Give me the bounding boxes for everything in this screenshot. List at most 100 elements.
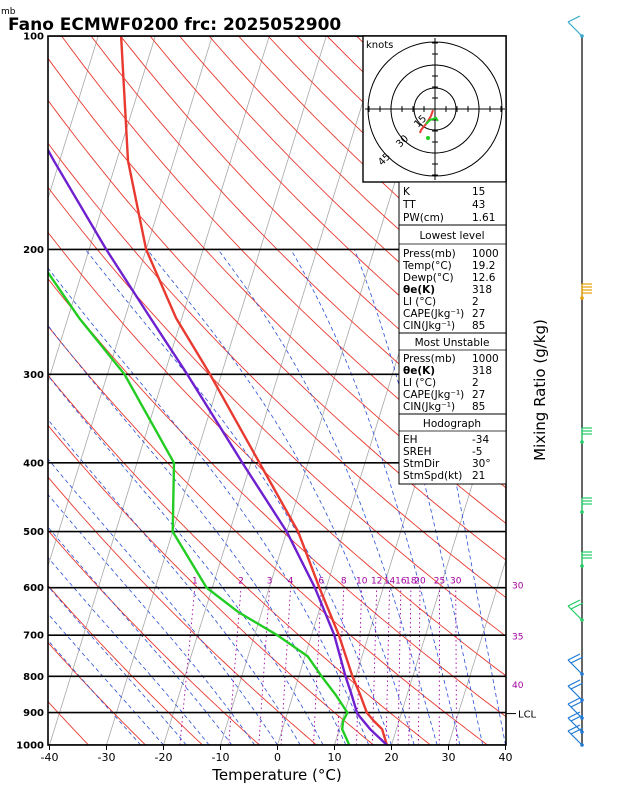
isotherm (49, 36, 270, 745)
dry-adiabat (48, 231, 506, 677)
hodograph-trace-mid (425, 116, 439, 125)
mu-li-value: 2 (472, 377, 479, 389)
dry-adiabat (48, 584, 203, 745)
mixing-ratio-line (397, 587, 402, 745)
isotherm (448, 558, 506, 745)
ll-cin-value: 85 (472, 320, 485, 332)
stmdir-label: StmDir (403, 458, 440, 470)
tt-value: 43 (472, 199, 485, 211)
ll-theta-label: θe(K) (403, 284, 435, 296)
isotherm (48, 36, 213, 568)
mixing-ratio-label: 4 (288, 577, 294, 587)
wind-profile (567, 15, 592, 747)
moist-adiabat (48, 556, 210, 745)
y-tick-label: 300 (23, 370, 44, 381)
dry-adiabat (48, 700, 89, 745)
mixing-ratio-line (179, 587, 196, 745)
mu-press-label: Press(mb) (403, 353, 456, 365)
stmdir-value: 30° (472, 458, 491, 470)
isotherm (48, 36, 156, 384)
mixing-ratio-label: 20 (414, 577, 426, 587)
mixing-ratio-line (455, 587, 457, 745)
pw-value: 1.61 (472, 212, 495, 224)
moist-adiabat (48, 375, 324, 745)
ll-dewp-label: Dewp(°C) (403, 272, 454, 284)
dry-adiabat (48, 57, 506, 525)
wind-barb-feather (570, 714, 584, 722)
moist-adiabat (48, 324, 347, 745)
y-tick-label: 900 (23, 708, 44, 719)
mixing-ratio-line (417, 587, 421, 745)
y-tick-label: 1000 (16, 741, 44, 752)
mixing-ratio-label: 12 (371, 577, 382, 587)
sounding-traces (48, 36, 389, 745)
wind-barb-feather (567, 679, 581, 687)
mixing-ratio-line (280, 587, 292, 745)
wind-barb-feather (567, 724, 581, 732)
dry-adiabat (120, 36, 506, 420)
lowest-level-title: Lowest level (419, 230, 484, 242)
wind-barb-feather (570, 727, 584, 735)
x-tick-label: -10 (212, 751, 230, 764)
x-tick-label: 30 (442, 751, 456, 764)
moist-adiabat (354, 249, 484, 745)
x-tick-label: -20 (155, 751, 173, 764)
hodograph-storm-motion (426, 136, 430, 140)
hodograph-box-title: Hodograph (423, 418, 481, 430)
trace-parcel (48, 147, 388, 745)
y-tick-label: 200 (23, 245, 44, 256)
wind-barb-staff (567, 730, 583, 746)
trace-dewpoint (48, 270, 351, 745)
k-value: 15 (472, 186, 485, 198)
dry-adiabat (48, 641, 146, 745)
ll-cape-label: CAPE(Jkg⁻¹) (403, 308, 464, 320)
ll-li-value: 2 (472, 296, 479, 308)
mixing-ratio-label: 14 (384, 577, 396, 587)
sreh-value: -5 (472, 446, 482, 458)
y-tick-label: 800 (23, 672, 44, 683)
ll-theta-value: 318 (472, 284, 492, 296)
moist-adiabat (48, 458, 278, 745)
mixing-ratio-line (336, 587, 345, 745)
mb-unit-label: mb (1, 7, 16, 17)
wind-barb-feather (567, 599, 581, 607)
dry-adiabat (48, 186, 506, 637)
dry-adiabat (48, 476, 317, 745)
stmspd-value: 21 (472, 470, 485, 482)
mu-cape-label: CAPE(Jkg⁻¹) (403, 389, 464, 401)
wind-barb-feather (567, 653, 581, 661)
y-tick-label: 700 (23, 631, 44, 642)
isotherm (106, 36, 327, 745)
sreh-label: SREH (403, 446, 432, 458)
mixing-ratio-label: 6 (318, 577, 324, 587)
y-tick-label: 500 (23, 527, 44, 538)
mixing-ratio-line (356, 587, 363, 745)
hodograph: knots 15 30 45 (362, 35, 507, 183)
dry-adiabat (48, 424, 374, 745)
wind-barb-feather (567, 711, 581, 719)
mixing-ratio-line (408, 587, 412, 745)
ll-dewp-value: 12.6 (472, 272, 496, 284)
ll-press-value: 1000 (472, 248, 499, 260)
wind-barb-feather (570, 656, 584, 664)
x-tick-label: 10 (328, 751, 342, 764)
mixing-ratio-line (228, 587, 242, 745)
mixing-ratio-edge-label: 30 (512, 582, 524, 592)
hodograph-ticks (368, 42, 502, 176)
trace-temperature (119, 36, 389, 745)
x-tick-label: -30 (98, 751, 116, 764)
mixing-ratio-title: Mixing Ratio (g/kg) (531, 319, 549, 461)
wind-barb-staff (567, 703, 583, 719)
mu-press-value: 1000 (472, 353, 499, 365)
moist-adiabat (48, 418, 301, 745)
dry-adiabat (48, 142, 506, 599)
dry-adiabat (48, 529, 260, 745)
ll-cin-label: CIN(Jkg⁻¹) (403, 320, 455, 332)
ll-li-label: LI (°C) (403, 296, 436, 308)
mixing-ratio-label: 2 (238, 577, 244, 587)
mixing-ratio-label: 8 (341, 577, 347, 587)
eh-value: -34 (472, 434, 489, 446)
wind-barb-feather (567, 697, 581, 705)
